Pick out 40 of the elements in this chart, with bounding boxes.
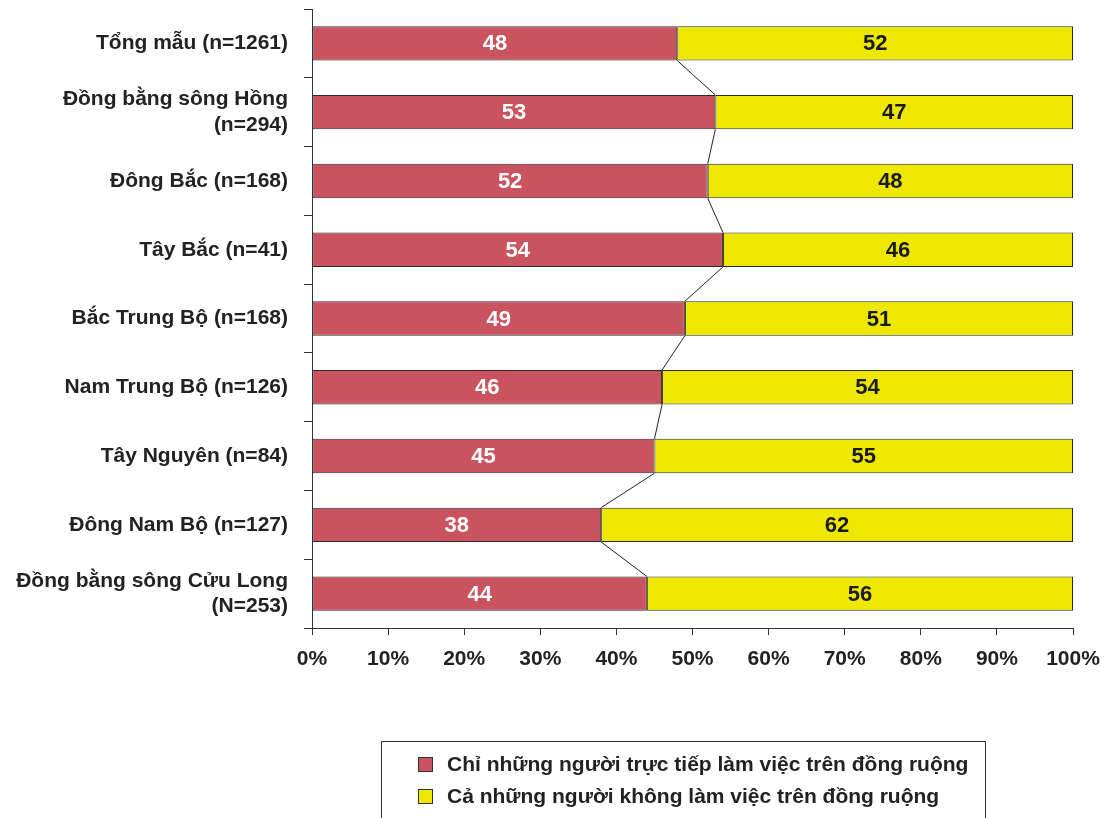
y-tick-label: Đồng bằng sông Cửu Long (N=253): [16, 567, 288, 617]
data-label: 52: [497, 168, 523, 194]
y-tick-label: Đồng bằng sông Hồng (n=294): [62, 86, 288, 135]
x-tick-label: 0%: [296, 646, 328, 670]
y-tick-label: Đông Nam Bộ (n=127): [69, 511, 288, 535]
y-tick-label: Tây Bắc (n=41): [139, 236, 288, 260]
data-label: 48: [878, 168, 903, 194]
y-tick-label: Tây Nguyên (n=84): [100, 442, 288, 466]
x-tick-label: 100%: [1046, 646, 1101, 670]
x-tick-label: 60%: [747, 646, 790, 670]
x-tick-label: 80%: [899, 646, 943, 670]
y-tick-label: Nam Trung Bộ (n=126): [64, 374, 288, 398]
data-label: 52: [862, 30, 888, 56]
y-tick-label: Tổng mẫu (n=1261): [96, 30, 288, 54]
x-tick-label: 10%: [367, 646, 410, 670]
data-label: 44: [467, 580, 493, 606]
data-label: 46: [475, 374, 500, 400]
data-label: 55: [851, 443, 876, 469]
data-label: 51: [866, 305, 892, 331]
legend-label: Cả những người không làm việc trên đồng ruộng: [447, 784, 940, 808]
data-label: 47: [881, 99, 907, 125]
data-label: 53: [501, 99, 527, 125]
data-label: 48: [482, 30, 508, 56]
legend-label: Chỉ những người trực tiếp làm việc trên đồng ruộng: [447, 752, 969, 776]
x-tick-label: 40%: [595, 646, 638, 670]
y-tick-label: Bắc Trung Bộ (n=168): [71, 305, 288, 329]
data-label: 62: [824, 511, 850, 537]
x-tick-label: 30%: [519, 646, 562, 670]
y-tick-label: Đông Bắc (n=168): [110, 167, 288, 191]
data-label: 54: [505, 236, 531, 262]
data-label: 45: [471, 443, 496, 469]
data-label: 56: [847, 580, 873, 606]
data-label: 54: [855, 374, 881, 400]
x-tick-label: 20%: [443, 646, 486, 670]
data-label: 49: [486, 305, 511, 331]
x-tick-label: 70%: [823, 646, 867, 670]
data-label: 38: [444, 511, 470, 537]
x-tick-label: 50%: [671, 646, 714, 670]
x-tick-label: 90%: [975, 646, 1019, 670]
data-label: 46: [885, 236, 911, 262]
